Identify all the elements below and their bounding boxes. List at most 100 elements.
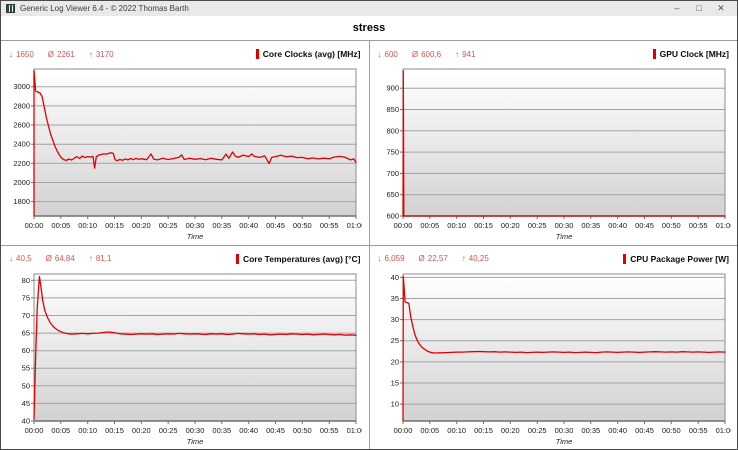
close-button[interactable]: ✕ [717,3,725,13]
min-arrow-icon: ↓ [9,254,13,263]
chart-header: ↓ 6,059 Ø 22,57 ↑ 40,25 CPU Package Power [… [376,249,732,269]
chart-title-text: CPU Package Power [W] [630,253,729,264]
svg-text:00:45: 00:45 [266,426,285,435]
svg-text:00:35: 00:35 [581,221,600,230]
svg-text:00:00: 00:00 [393,221,412,230]
stat-avg-value: 22,57 [427,254,448,263]
chart-stats: ↓ 1650 Ø 2261 ↑ 3170 [9,50,114,59]
svg-text:750: 750 [386,148,399,157]
svg-text:00:55: 00:55 [688,221,707,230]
stat-avg-value: 600,6 [421,49,442,59]
svg-text:3000: 3000 [13,82,30,91]
series-color-marker-icon [623,253,627,264]
svg-text:45: 45 [22,398,30,407]
average-icon: Ø [418,254,425,263]
stat-min-value: 40,5 [16,254,32,263]
svg-text:10: 10 [390,399,398,408]
svg-text:01:00: 01:00 [347,426,362,435]
svg-text:55: 55 [22,363,30,372]
chart-title: GPU Clock [MHz] [652,49,729,59]
chart-title-text: GPU Clock [MHz] [659,49,729,59]
svg-text:00:30: 00:30 [554,426,573,435]
svg-text:01:00: 01:00 [715,221,730,230]
stat-min: ↓ 40,5 [9,254,32,263]
svg-text:00:05: 00:05 [51,426,70,435]
svg-text:00:40: 00:40 [239,426,258,435]
svg-text:00:10: 00:10 [447,221,466,230]
svg-text:2600: 2600 [13,121,30,130]
stat-max: ↑ 40,25 [462,254,489,263]
chart-plot-core-temperatures: 40 45 50 55 60 65 70 75 80 00:00 00:05 00:10 00:15 00… [22,273,362,446]
svg-text:35: 35 [390,294,398,303]
chart-header: ↓ 1650 Ø 2261 ↑ 3170 Core Clocks (avg) [MHz… [7,44,363,64]
stat-max-value: 81,1 [95,254,112,263]
svg-text:00:20: 00:20 [132,221,151,230]
stat-min-value: 1650 [16,49,34,59]
chart-header: ↓ 600 Ø 600,6 ↑ 941 GPU Clock [MHz] [376,44,732,64]
svg-text:00:00: 00:00 [393,426,412,435]
svg-text:1800: 1800 [13,197,30,206]
svg-text:00:00: 00:00 [25,221,44,230]
svg-text:50: 50 [22,381,30,390]
stat-avg: Ø 64,84 [46,254,75,263]
stat-max-value: 941 [462,49,476,59]
svg-text:00:40: 00:40 [608,221,627,230]
maximize-button[interactable]: □ [696,3,702,13]
chart-plot-cpu-package-power: 10 15 20 25 30 35 40 00:00 00:05 00:10 00:15 00:20 0… [390,272,730,446]
window-controls: – □ ✕ [666,1,732,16]
svg-text:75: 75 [22,293,30,302]
svg-text:01:00: 01:00 [347,221,362,230]
charts-grid: ↓ 1650 Ø 2261 ↑ 3170 Core Clocks (avg) [MHz… [1,41,737,449]
svg-text:2200: 2200 [13,159,30,168]
svg-text:850: 850 [386,105,399,114]
svg-text:Time: Time [555,437,572,446]
svg-text:00:50: 00:50 [661,426,680,435]
chart-stats: ↓ 40,5 Ø 64,84 ↑ 81,1 [9,254,111,263]
svg-text:00:25: 00:25 [159,426,178,435]
max-arrow-icon: ↑ [88,49,93,59]
svg-text:00:45: 00:45 [635,426,654,435]
stat-max: ↑ 3170 [89,50,114,59]
average-icon: Ø [411,49,419,59]
chart-title-text: Core Temperatures (avg) [°C] [242,253,361,264]
svg-text:01:00: 01:00 [715,426,730,435]
chart-plot-gpu-clock: 600 650 700 750 800 850 900 00:00 00:05 00:10 00:1… [386,68,731,241]
svg-text:00:20: 00:20 [132,426,151,435]
svg-text:00:10: 00:10 [78,221,97,230]
svg-text:00:40: 00:40 [608,426,627,435]
svg-text:00:15: 00:15 [474,221,493,230]
titlebar: Generic Log Viewer 6.4 - © 2022 Thomas B… [1,1,737,16]
chart-title: Core Temperatures (avg) [°C] [235,253,361,264]
svg-text:00:35: 00:35 [581,426,600,435]
average-icon: Ø [45,254,52,263]
average-icon: Ø [47,49,55,59]
max-arrow-icon: ↑ [461,254,466,263]
svg-text:00:25: 00:25 [159,221,178,230]
svg-text:Time: Time [187,232,204,241]
chart-title: CPU Package Power [W] [623,253,729,264]
svg-text:Time: Time [555,232,572,241]
svg-text:00:05: 00:05 [420,221,439,230]
dataset-label: stress [352,22,386,34]
svg-text:00:45: 00:45 [266,221,285,230]
svg-text:700: 700 [386,169,399,178]
stat-max-value: 40,25 [468,254,489,263]
svg-text:00:30: 00:30 [186,426,205,435]
chart-stats: ↓ 600 Ø 600,6 ↑ 941 [378,50,476,59]
svg-text:00:05: 00:05 [420,426,439,435]
stat-min-value: 600 [384,49,398,59]
stat-avg: Ø 2261 [48,50,75,59]
stat-avg-value: 2261 [57,49,75,59]
svg-text:00:15: 00:15 [105,221,124,230]
stat-min: ↓ 600 [378,50,398,59]
svg-text:600: 600 [386,212,399,221]
chart-panel-core-clocks: ↓ 1650 Ø 2261 ↑ 3170 Core Clocks (avg) [MHz… [1,41,369,245]
svg-text:00:30: 00:30 [554,221,573,230]
svg-text:60: 60 [22,346,30,355]
minimize-button[interactable]: – [674,3,680,13]
svg-text:2000: 2000 [13,178,30,187]
stat-avg: Ø 600,6 [412,50,441,59]
min-arrow-icon: ↓ [377,254,382,263]
app-icon [6,4,15,13]
